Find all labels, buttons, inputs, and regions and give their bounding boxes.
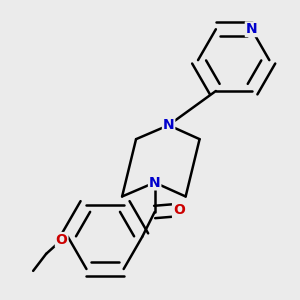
Text: O: O <box>56 233 68 247</box>
Text: O: O <box>173 203 185 218</box>
Text: N: N <box>163 118 174 132</box>
Text: N: N <box>246 22 257 36</box>
Text: N: N <box>149 176 161 190</box>
